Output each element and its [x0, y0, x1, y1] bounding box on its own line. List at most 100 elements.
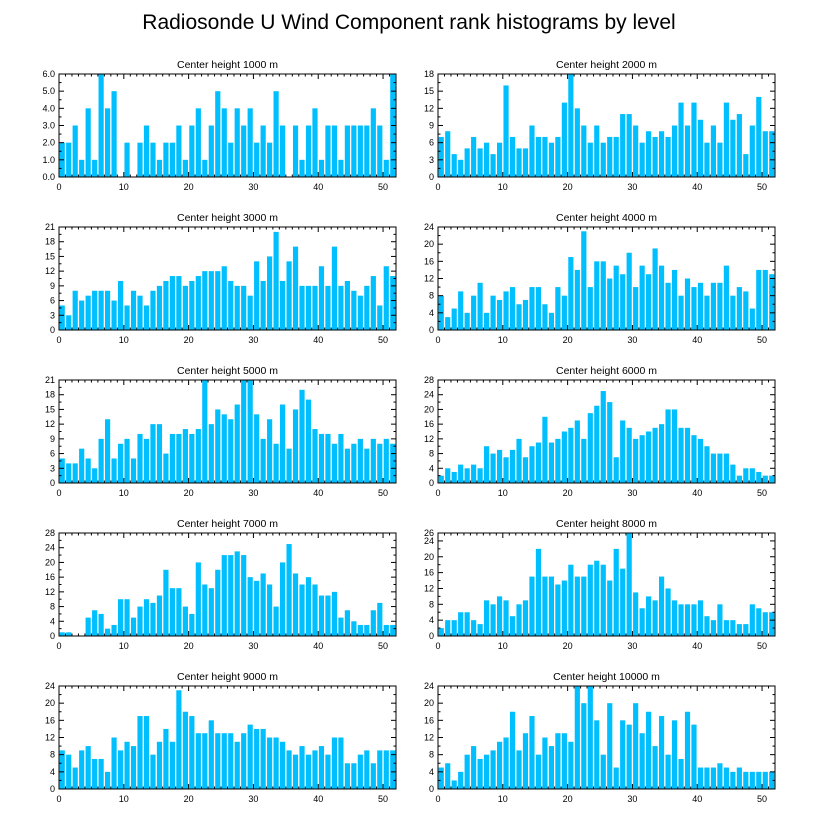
- bar: [111, 458, 117, 483]
- x-tick-label: 40: [692, 641, 702, 651]
- y-tick-label: 0: [429, 784, 434, 794]
- bar: [156, 741, 163, 789]
- bar: [756, 771, 762, 789]
- bar: [723, 453, 729, 483]
- bar: [503, 85, 509, 177]
- x-tick-label: 50: [378, 488, 388, 498]
- bar: [717, 604, 723, 636]
- bar: [189, 280, 195, 330]
- bar: [484, 312, 490, 330]
- bar: [490, 453, 496, 483]
- bar: [581, 703, 587, 789]
- bar: [587, 564, 593, 636]
- bar: [318, 433, 325, 483]
- y-tick-label: 24: [45, 681, 55, 691]
- bar: [665, 136, 671, 177]
- bar: [150, 424, 156, 483]
- bar: [228, 280, 234, 330]
- y-tick-label: 16: [424, 715, 434, 725]
- bar: [613, 767, 619, 789]
- bar: [516, 148, 522, 177]
- bar: [574, 420, 580, 483]
- bar: [325, 595, 331, 636]
- bar: [267, 584, 273, 636]
- bar: [279, 562, 286, 636]
- bar: [484, 600, 490, 636]
- bar: [150, 290, 156, 330]
- bar: [613, 457, 619, 483]
- bar: [600, 391, 606, 483]
- x-tick-label: 40: [692, 182, 702, 192]
- y-tick-label: 16: [424, 419, 434, 429]
- bar: [195, 429, 201, 483]
- panel-4: Center height 4000 m 0 10 20 30 40 50 0 4 8 12 16 20…: [424, 212, 776, 345]
- panel-5: Center height 5000 m 0 10 20 30 40 50 0 3 6 9 12 15 1…: [45, 365, 397, 498]
- bar: [587, 413, 593, 483]
- y-tick-label: 20: [424, 698, 434, 708]
- bar: [665, 282, 671, 330]
- bar: [697, 767, 704, 789]
- bar: [464, 754, 470, 789]
- y-tick-label: 15: [45, 251, 55, 261]
- bar: [626, 114, 632, 177]
- bar: [652, 136, 658, 177]
- bar: [509, 287, 516, 330]
- bar: [762, 771, 768, 789]
- bar: [723, 620, 729, 636]
- bar: [370, 438, 376, 483]
- bar: [496, 596, 503, 636]
- y-tick-label: 4: [429, 615, 434, 625]
- bar: [312, 584, 318, 636]
- bar: [137, 142, 143, 177]
- y-tick-label: 12: [45, 587, 55, 597]
- bar: [338, 737, 344, 789]
- panel-8: Center height 8000 m 0 10 20 30 40 50 0 4 8 12 16 20…: [424, 518, 776, 651]
- x-tick-label: 10: [498, 335, 508, 345]
- y-tick-label: 8: [429, 449, 434, 459]
- bar: [529, 125, 535, 177]
- y-tick-label: 24: [424, 390, 434, 400]
- bar: [458, 159, 464, 177]
- bar: [273, 606, 279, 636]
- bar: [228, 419, 234, 483]
- bar: [516, 750, 522, 790]
- bar: [658, 716, 665, 789]
- bar: [445, 468, 451, 483]
- bar: [377, 305, 383, 330]
- bar: [357, 624, 363, 636]
- bar: [639, 265, 645, 331]
- bar: [762, 612, 768, 636]
- bar: [318, 266, 325, 330]
- bar: [652, 746, 658, 789]
- bar: [613, 265, 619, 331]
- bar: [471, 136, 477, 177]
- y-tick-label: 6: [50, 296, 55, 306]
- bar: [325, 285, 331, 330]
- bar: [535, 136, 542, 177]
- x-tick-label: 30: [248, 335, 258, 345]
- bar: [697, 438, 704, 483]
- bar: [124, 142, 130, 177]
- bar: [496, 142, 503, 177]
- bar: [620, 420, 626, 483]
- bar: [730, 295, 736, 330]
- bar: [626, 533, 632, 636]
- bar: [79, 750, 85, 790]
- bar: [111, 624, 117, 636]
- bar: [370, 610, 376, 636]
- bar: [561, 733, 567, 789]
- bar: [130, 290, 137, 330]
- y-tick-label: 21: [45, 375, 55, 385]
- bar: [464, 612, 470, 636]
- bar: [351, 125, 357, 177]
- bar: [150, 754, 156, 789]
- y-tick-label: 0: [50, 784, 55, 794]
- bar: [195, 276, 201, 330]
- bar: [646, 274, 652, 330]
- bar: [555, 287, 561, 330]
- bar: [260, 728, 266, 789]
- bar: [299, 285, 305, 330]
- bar: [208, 588, 214, 636]
- bar: [684, 427, 691, 483]
- bar: [516, 604, 522, 636]
